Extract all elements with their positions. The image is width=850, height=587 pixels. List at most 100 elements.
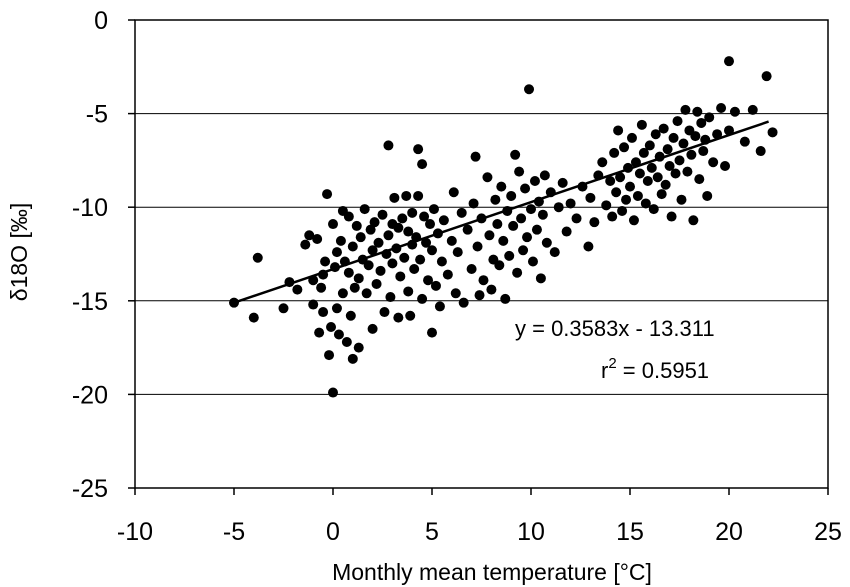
data-point [729, 106, 740, 117]
data-point [367, 245, 378, 256]
data-point [625, 181, 635, 192]
data-point [415, 254, 426, 265]
data-point [520, 183, 531, 194]
data-point [621, 194, 632, 205]
data-point [393, 222, 404, 233]
data-point [496, 181, 507, 192]
data-point [318, 307, 329, 318]
data-point [462, 224, 473, 235]
data-point [611, 187, 622, 198]
data-point [343, 211, 354, 222]
data-point [428, 204, 439, 215]
x-tick-label: 10 [517, 518, 545, 546]
data-point [557, 177, 568, 188]
data-point [506, 190, 517, 201]
data-point [658, 123, 669, 134]
data-point [326, 322, 337, 333]
data-point [686, 149, 697, 160]
data-point [472, 241, 483, 252]
data-point [375, 265, 386, 276]
data-point [692, 106, 703, 117]
data-point [589, 217, 600, 228]
data-point [417, 293, 428, 304]
data-point [504, 250, 515, 261]
data-point [526, 204, 536, 215]
data-point [712, 129, 723, 140]
data-point [333, 329, 344, 340]
data-point [670, 168, 681, 179]
data-points [229, 56, 778, 398]
data-point [331, 303, 342, 314]
data-point [518, 245, 529, 256]
data-point [355, 232, 366, 243]
data-point [508, 220, 519, 231]
data-point [688, 215, 699, 226]
data-point [430, 280, 441, 291]
data-point [417, 159, 428, 170]
data-point [409, 263, 420, 274]
x-tick-label: 0 [326, 518, 340, 546]
data-point [316, 282, 327, 293]
data-point [308, 299, 319, 310]
data-point [636, 119, 647, 130]
axis-ticks [128, 19, 829, 495]
data-point [353, 342, 364, 353]
data-point [486, 284, 497, 295]
data-point [666, 211, 677, 222]
data-point [678, 138, 689, 149]
data-point [425, 219, 436, 230]
data-point [613, 125, 624, 136]
data-point [347, 353, 358, 364]
data-point [478, 275, 489, 286]
data-point [446, 235, 457, 246]
data-point [615, 172, 626, 183]
data-point [421, 237, 432, 248]
data-point [648, 204, 659, 215]
data-point [468, 198, 479, 209]
data-point [514, 166, 525, 177]
r-squared-prefix: r [601, 358, 608, 383]
data-point [628, 215, 639, 226]
data-point [492, 219, 503, 230]
r-squared-value: = 0.5951 [617, 358, 709, 383]
data-point [401, 190, 412, 201]
data-point [690, 131, 701, 142]
data-point [377, 209, 388, 220]
y-tick-label: -20 [72, 381, 108, 409]
data-point [662, 144, 673, 155]
data-point [484, 230, 495, 241]
data-point [466, 263, 477, 274]
data-point [353, 273, 364, 284]
data-point [345, 310, 356, 321]
data-point [720, 161, 731, 172]
x-tick-label: 25 [814, 518, 842, 546]
data-point [337, 288, 348, 299]
y-axis-title: δ18O [‰] [6, 203, 32, 301]
data-point [369, 217, 380, 228]
y-tick-label: -10 [72, 194, 108, 222]
data-point [632, 190, 643, 201]
x-tick-label: 5 [425, 518, 439, 546]
data-point [652, 172, 663, 183]
data-point [349, 282, 360, 293]
data-point [363, 260, 374, 271]
data-point [442, 269, 453, 280]
data-point [539, 170, 550, 181]
y-axis-tick-labels: 0 -5 -10 -15 -20 -25 [72, 7, 108, 503]
data-point [248, 312, 259, 323]
data-point [529, 175, 540, 186]
y-tick-label: 0 [94, 7, 108, 35]
data-point [522, 232, 533, 243]
data-point [553, 202, 564, 213]
data-point [500, 293, 511, 304]
data-point [403, 226, 414, 237]
data-point [642, 175, 653, 186]
data-point [541, 237, 552, 248]
data-point [419, 211, 430, 222]
data-point [458, 297, 469, 308]
data-point [565, 198, 576, 209]
data-point [672, 116, 683, 127]
x-tick-label: -10 [117, 518, 153, 546]
data-point [324, 350, 335, 361]
data-point [694, 174, 705, 185]
